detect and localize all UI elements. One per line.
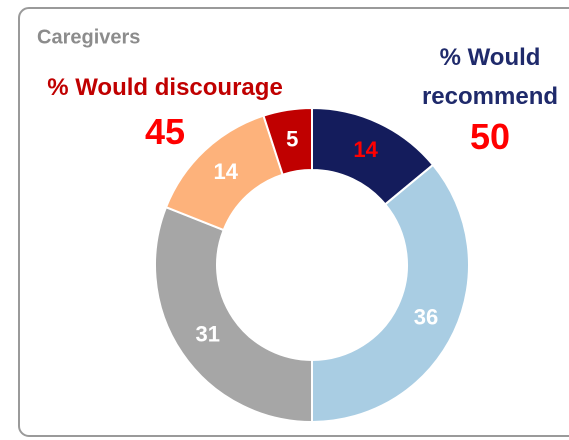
annotation-value: 45 — [144, 111, 186, 152]
annotation: % Would recommend 50 — [405, 38, 569, 158]
data-label: 31 — [196, 322, 220, 347]
slice — [262, 106, 313, 176]
chart-title: Caregivers — [37, 26, 140, 48]
annotation-text: % Would discourage — [47, 74, 283, 101]
slice — [154, 205, 313, 424]
data-label: 36 — [414, 304, 438, 329]
data-label: 5 — [286, 126, 298, 151]
slice — [311, 163, 470, 424]
annotation: % Would discourage 45 — [15, 68, 315, 153]
annotation-value: 50 — [469, 116, 511, 157]
data-label: 14 — [353, 137, 378, 162]
data-label: 14 — [214, 159, 239, 184]
annotation-text: % Would recommend — [421, 44, 559, 110]
